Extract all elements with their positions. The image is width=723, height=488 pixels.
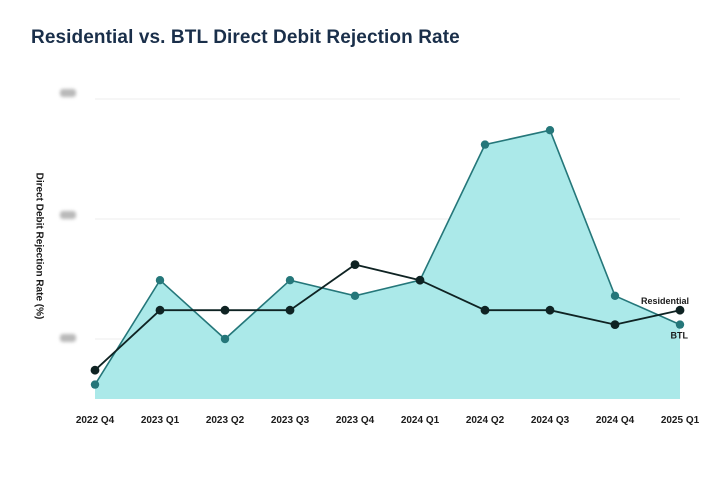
btl-point-1 (90, 380, 100, 389)
residential-point-5 (350, 260, 360, 269)
x-tick-label-9: 2024 Q4 (596, 415, 635, 426)
btl-area (95, 130, 680, 399)
btl-end-label: BTL (671, 331, 689, 341)
btl-point-9 (610, 291, 620, 300)
chart-title: Residential vs. BTL Direct Debit Rejecti… (31, 27, 460, 48)
x-tick-label-4: 2023 Q3 (271, 415, 310, 426)
x-tick-label-10: 2025 Q1 (661, 415, 700, 426)
y-tick-label-2 (60, 211, 76, 219)
residential-point-2 (155, 305, 165, 315)
btl-point-3 (220, 334, 230, 344)
x-tick-label-2: 2023 Q1 (141, 415, 180, 426)
residential-end-label: Residential (641, 296, 689, 306)
btl-point-7 (480, 140, 490, 149)
residential-point-7 (480, 305, 490, 315)
residential-point-10 (675, 305, 685, 315)
x-tick-label-7: 2024 Q2 (466, 415, 505, 426)
residential-point-6 (415, 275, 425, 285)
btl-point-2 (155, 276, 165, 285)
residential-point-8 (545, 305, 555, 315)
x-tick-label-1: 2022 Q4 (76, 415, 115, 426)
y-tick-label-1 (60, 334, 76, 342)
x-tick-label-3: 2023 Q2 (206, 415, 245, 426)
btl-point-5 (350, 291, 360, 300)
btl-point-8 (545, 126, 555, 135)
x-tick-label-8: 2024 Q3 (531, 415, 570, 426)
residential-point-3 (220, 305, 230, 315)
residential-point-1 (90, 365, 100, 375)
x-tick-label-6: 2024 Q1 (401, 415, 440, 426)
residential-point-4 (285, 305, 295, 315)
btl-point-4 (285, 276, 295, 285)
residential-line (94, 263, 681, 371)
residential-point-9 (610, 320, 620, 329)
y-tick-label-3 (60, 89, 76, 97)
x-tick-label-5: 2023 Q4 (336, 415, 375, 426)
btl-point-10 (675, 320, 685, 329)
